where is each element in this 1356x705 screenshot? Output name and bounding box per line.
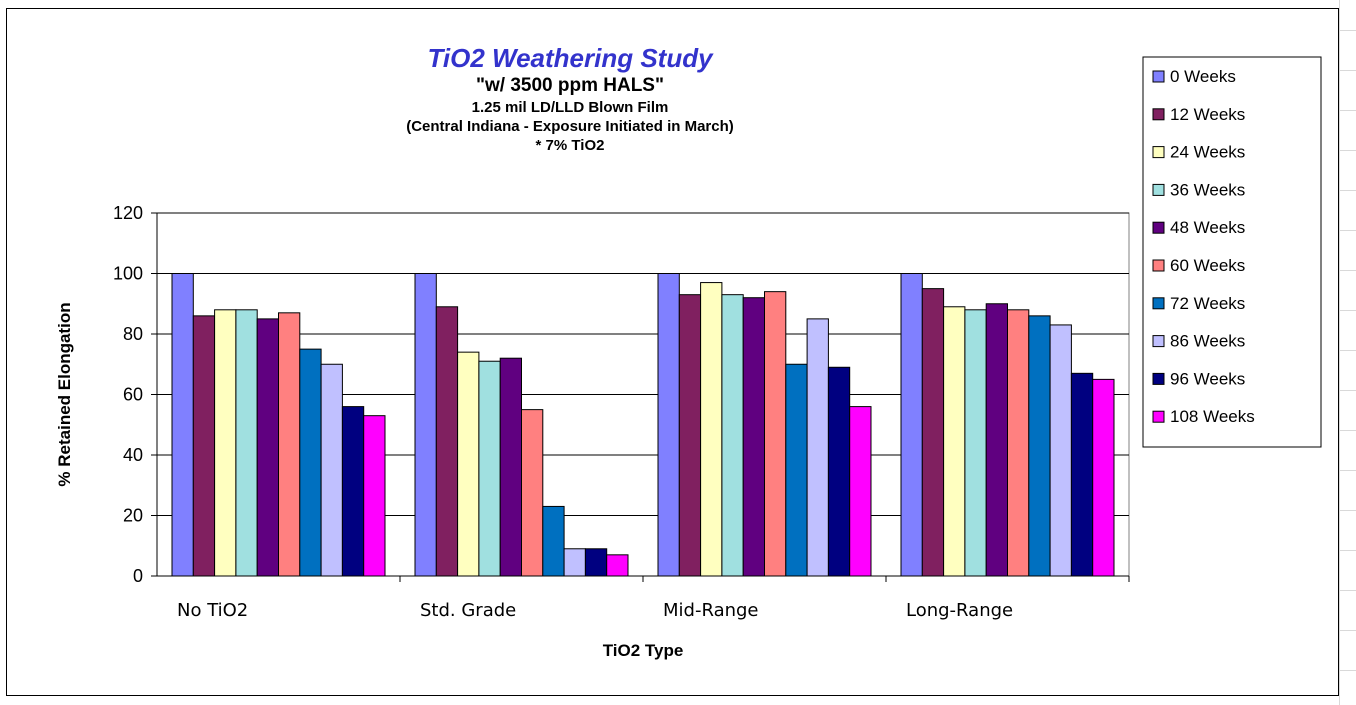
legend-box	[1142, 56, 1322, 448]
chart-subtitle-hals: "w/ 3500 ppm HALS"	[475, 75, 664, 96]
y-tick-label: 120	[113, 203, 143, 223]
bar	[806, 318, 829, 577]
legend-label: 86 Weeks	[1170, 332, 1245, 351]
sheet-gridline	[1339, 390, 1356, 391]
sheet-gridline	[1339, 270, 1356, 271]
bar	[171, 273, 194, 577]
legend-swatch	[1152, 297, 1165, 310]
bar	[192, 315, 216, 577]
sheet-gridline	[1339, 550, 1356, 551]
bar	[1007, 309, 1030, 577]
sheet-gridline	[1339, 470, 1356, 471]
bar	[985, 303, 1009, 577]
bar	[943, 306, 966, 577]
bar	[827, 366, 851, 577]
x-category-label: Mid-Range	[663, 600, 759, 621]
sheet-gridline	[1339, 0, 1340, 705]
bar	[457, 351, 480, 577]
x-category-label: No TiO2	[177, 600, 248, 621]
y-tick-label: 80	[123, 324, 143, 344]
sheet-gridline	[1339, 190, 1356, 191]
bar	[214, 309, 237, 577]
legend-label: 72 Weeks	[1170, 294, 1245, 313]
bar	[478, 360, 501, 577]
sheet-gridline	[1339, 430, 1356, 431]
x-axis-title: TiO2 Type	[603, 641, 684, 660]
legend-label: 0 Weeks	[1170, 67, 1236, 86]
bar	[921, 288, 945, 577]
legend-label: 12 Weeks	[1170, 105, 1245, 124]
bar	[764, 291, 787, 577]
bar	[521, 409, 544, 577]
legend-swatch	[1152, 221, 1165, 234]
bar	[256, 318, 280, 577]
legend-swatch	[1152, 146, 1165, 159]
legend-label: 48 Weeks	[1170, 218, 1245, 237]
bar	[320, 363, 343, 577]
bar	[499, 357, 523, 577]
bar	[363, 415, 386, 577]
legend-swatch	[1152, 410, 1165, 423]
bar	[785, 363, 808, 577]
sheet-gridline	[1339, 510, 1356, 511]
bar	[278, 312, 301, 577]
y-tick-label: 0	[133, 566, 143, 586]
bar	[678, 294, 702, 577]
legend-label: 96 Weeks	[1170, 369, 1245, 388]
bar	[584, 548, 608, 577]
x-category-label: Long-Range	[906, 600, 1013, 621]
bar	[900, 273, 923, 577]
bar	[414, 273, 437, 577]
bar	[563, 548, 586, 577]
sheet-gridline	[1339, 590, 1356, 591]
bar	[235, 309, 258, 577]
sheet-gridline	[1339, 150, 1356, 151]
legend-swatch	[1152, 372, 1165, 385]
bar	[700, 282, 723, 577]
legend-label: 60 Weeks	[1170, 256, 1245, 275]
legend-swatch	[1152, 70, 1165, 83]
x-category-label: Std. Grade	[420, 600, 516, 621]
bar	[1092, 378, 1115, 577]
bar	[341, 406, 365, 577]
bar	[849, 406, 872, 577]
bar	[1070, 372, 1094, 577]
chart-title-block: TiO2 Weathering Study "w/ 3500 ppm HALS"…	[300, 42, 840, 155]
y-tick-label: 60	[123, 385, 143, 405]
bar	[299, 348, 322, 577]
chart-title: TiO2 Weathering Study	[427, 43, 713, 73]
sheet-gridline	[1339, 350, 1356, 351]
legend-swatch	[1152, 335, 1165, 348]
legend-label: 36 Weeks	[1170, 180, 1245, 199]
bar	[1028, 315, 1051, 577]
bar	[606, 554, 629, 577]
bar	[964, 309, 987, 577]
legend-swatch	[1152, 259, 1165, 272]
legend-label: 24 Weeks	[1170, 143, 1245, 162]
bar	[542, 505, 565, 577]
bar	[721, 294, 744, 577]
bar	[657, 273, 680, 577]
sheet-gridline	[1339, 70, 1356, 71]
sheet-gridline	[1339, 230, 1356, 231]
chart-subtitle-film: 1.25 mil LD/LLD Blown Film	[471, 99, 669, 116]
bar	[742, 297, 766, 577]
bar	[1049, 324, 1072, 577]
y-tick-label: 100	[113, 264, 143, 284]
legend-swatch	[1152, 183, 1165, 196]
y-tick-label: 20	[123, 506, 143, 526]
chart-subtitle-tio2: * 7% TiO2	[535, 137, 605, 154]
chart-subtitle-location: (Central Indiana - Exposure Initiated in…	[406, 118, 734, 135]
bar	[435, 306, 459, 577]
sheet-gridline	[1339, 310, 1356, 311]
sheet-gridline	[1339, 630, 1356, 631]
y-tick-label: 40	[123, 445, 143, 465]
legend-swatch	[1152, 108, 1165, 121]
y-axis-title: % Retained Elongation	[55, 302, 74, 486]
sheet-gridline	[1339, 110, 1356, 111]
sheet-gridline	[1339, 30, 1356, 31]
sheet-gridline	[1339, 670, 1356, 671]
legend-label: 108 Weeks	[1170, 407, 1255, 426]
